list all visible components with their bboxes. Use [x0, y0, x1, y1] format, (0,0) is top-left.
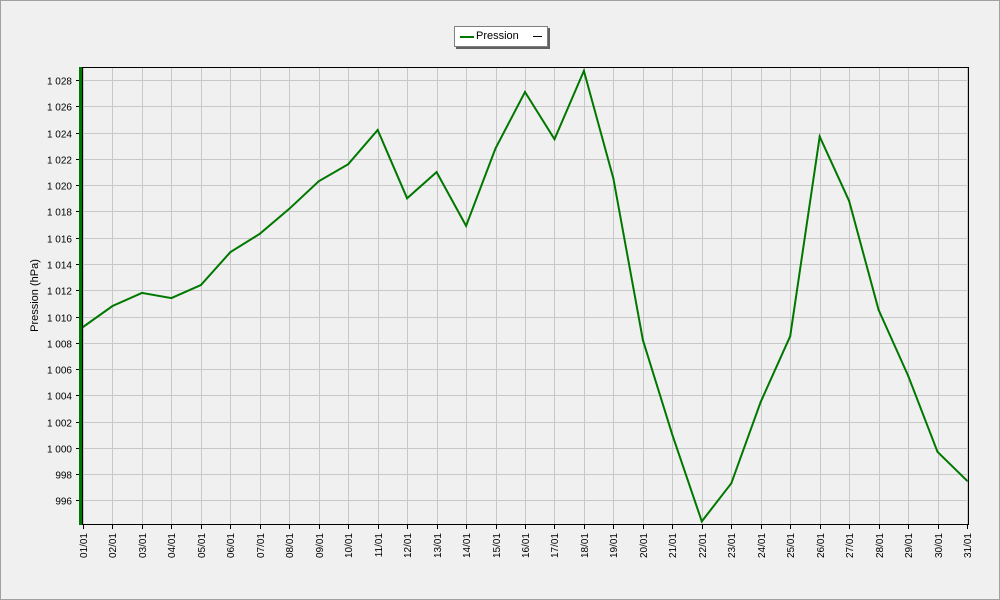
data-point [759, 400, 762, 403]
data-point [789, 335, 792, 338]
x-tick-label: 14/01 [462, 533, 473, 558]
x-tick-label: 17/01 [550, 533, 561, 558]
y-tick-label: 1 016 [47, 235, 72, 246]
x-tick-label: 18/01 [580, 533, 591, 558]
x-tick-label: 10/01 [344, 533, 355, 558]
data-point [406, 197, 409, 200]
data-point [582, 69, 585, 72]
x-tick-label: 04/01 [167, 533, 178, 558]
horizontal-gridlines [82, 80, 968, 501]
legend: Pression [454, 26, 548, 47]
data-point [553, 138, 556, 141]
x-tick-label: 16/01 [521, 533, 532, 558]
x-tick-label: 19/01 [609, 533, 620, 558]
data-point [612, 177, 615, 180]
y-axis-label: Pression (hPa) [29, 259, 41, 332]
data-point [229, 251, 232, 254]
data-point [907, 374, 910, 377]
x-tick-label: 09/01 [315, 533, 326, 558]
data-point [317, 180, 320, 183]
data-point [877, 308, 880, 311]
legend-dash [533, 36, 542, 37]
x-axis: 01/01 02/01 03/01 04/01 05/01 06/01 07/01 08/01… [79, 524, 974, 558]
x-tick-label: 07/01 [256, 533, 267, 558]
x-tick-label: 28/01 [875, 533, 886, 558]
data-point [170, 297, 173, 300]
data-point [641, 339, 644, 342]
x-tick-label: 30/01 [934, 533, 945, 558]
data-point [730, 482, 733, 485]
y-tick-label: 1 010 [47, 314, 72, 325]
x-tick-label: 11/01 [374, 533, 385, 558]
data-point [700, 520, 703, 523]
x-tick-label: 22/01 [698, 533, 709, 558]
x-tick-label: 29/01 [904, 533, 915, 558]
y-tick-label: 996 [55, 497, 72, 508]
x-tick-label: 06/01 [226, 533, 237, 558]
x-tick-label: 24/01 [757, 533, 768, 558]
data-point [258, 232, 261, 235]
x-tick-label: 03/01 [138, 533, 149, 558]
data-point [140, 291, 143, 294]
vertical-gridlines [83, 67, 968, 524]
y-tick-label: 1 018 [47, 208, 72, 219]
y-tick-label: 1 020 [47, 182, 72, 193]
y-tick-label: 1 022 [47, 156, 72, 167]
data-point [524, 91, 526, 93]
plot-border [82, 67, 969, 525]
x-tick-label: 01/01 [79, 533, 90, 558]
y-tick-label: 998 [55, 471, 72, 482]
x-tick-label: 12/01 [403, 533, 414, 558]
y-axis-line [79, 67, 82, 525]
data-point [494, 147, 497, 150]
y-tick-label: 1 006 [47, 366, 72, 377]
x-tick-label: 23/01 [727, 533, 738, 558]
data-point [111, 305, 114, 307]
y-tick-label: 1 002 [47, 419, 72, 430]
x-tick-label: 15/01 [492, 533, 503, 558]
x-tick-label: 31/01 [963, 533, 974, 558]
data-point [376, 129, 379, 131]
x-tick-label: 05/01 [197, 533, 208, 558]
y-tick-label: 1 014 [47, 261, 72, 272]
data-point [848, 199, 851, 202]
data-point [818, 135, 821, 138]
x-tick-label: 08/01 [285, 533, 296, 558]
x-tick-label: 02/01 [108, 533, 119, 558]
y-tick-label: 1 008 [47, 340, 72, 351]
data-point [347, 163, 350, 166]
y-axis: 996 998 1 000 1 002 1 004 1 006 1 008 1 010 1 01… [47, 77, 79, 508]
y-tick-label: 1 004 [47, 392, 72, 403]
data-point [936, 450, 939, 453]
x-tick-label: 27/01 [845, 533, 856, 558]
x-tick-label: 21/01 [668, 533, 679, 558]
legend-swatch [460, 36, 474, 38]
legend-label: Pression [476, 30, 519, 42]
data-point [199, 284, 202, 286]
y-tick-label: 1 012 [47, 287, 72, 298]
data-point [288, 207, 291, 210]
data-point [435, 171, 438, 174]
series-group [82, 67, 968, 524]
y-tick-label: 1 024 [47, 130, 72, 141]
y-tick-label: 1 028 [47, 77, 72, 88]
data-point [465, 224, 468, 227]
data-point [966, 479, 968, 482]
x-tick-label: 25/01 [786, 533, 797, 558]
x-tick-label: 26/01 [816, 533, 827, 558]
data-point [671, 433, 674, 436]
x-tick-label: 13/01 [433, 533, 444, 558]
x-tick-label: 20/01 [639, 533, 650, 558]
y-tick-label: 1 000 [47, 445, 72, 456]
y-tick-label: 1 026 [47, 103, 72, 114]
